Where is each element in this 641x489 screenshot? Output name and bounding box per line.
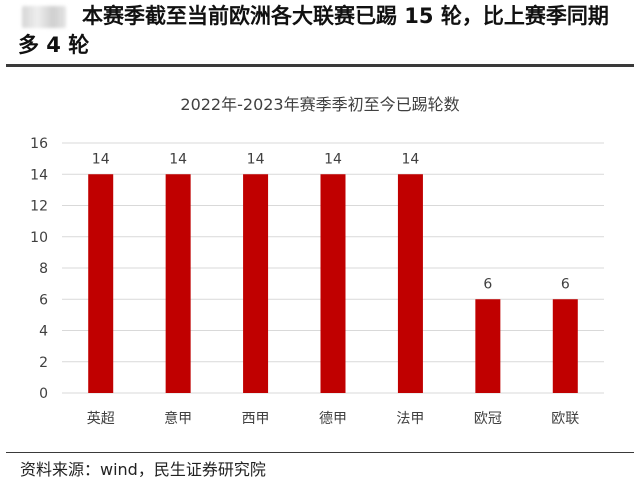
bar-data-label: 14 bbox=[247, 151, 265, 167]
bar bbox=[397, 174, 423, 393]
x-tick-label: 欧冠 bbox=[474, 411, 502, 427]
source-divider bbox=[6, 452, 634, 453]
data-labels: 14 14 14 14 14 6 6 bbox=[92, 151, 570, 292]
x-tick-label: 法甲 bbox=[396, 411, 424, 427]
bar-data-label: 6 bbox=[561, 276, 570, 292]
x-tick-label: 意甲 bbox=[164, 410, 192, 427]
x-axis-ticks: 英超 意甲 西甲 德甲 法甲 欧冠 欧联 bbox=[87, 410, 580, 427]
bar-data-label: 6 bbox=[483, 276, 492, 292]
bar bbox=[320, 174, 346, 393]
bar-data-label: 14 bbox=[402, 151, 420, 167]
x-tick-label: 德甲 bbox=[319, 411, 347, 427]
blurred-title-marker bbox=[22, 6, 66, 28]
figure-heading: 本赛季截至当前欧洲各大联赛已踢 15 轮，比上赛季同期多 4 轮 bbox=[0, 2, 641, 62]
y-tick-label: 10 bbox=[30, 230, 48, 246]
title-divider bbox=[6, 64, 634, 67]
figure-title: 本赛季截至当前欧洲各大联赛已踢 15 轮，比上赛季同期多 4 轮 bbox=[18, 4, 609, 57]
bar bbox=[552, 299, 578, 393]
y-tick-label: 12 bbox=[30, 199, 48, 215]
bar bbox=[88, 174, 114, 393]
y-tick-label: 14 bbox=[30, 167, 48, 183]
y-tick-label: 16 bbox=[30, 136, 48, 152]
y-tick-label: 2 bbox=[39, 355, 48, 371]
y-tick-label: 6 bbox=[39, 292, 48, 308]
bar-data-label: 14 bbox=[169, 151, 187, 167]
bar-data-label: 14 bbox=[92, 151, 110, 167]
y-axis-ticks: 0 2 4 6 8 10 12 14 16 bbox=[30, 136, 48, 402]
bar-chart: 2022年-2023年赛季季初至今已踢轮数 0 2 4 6 8 10 12 14 16 14 14… bbox=[0, 68, 641, 448]
x-tick-label: 欧联 bbox=[551, 411, 579, 427]
y-tick-label: 0 bbox=[39, 386, 48, 402]
x-tick-label: 英超 bbox=[87, 410, 115, 427]
y-tick-label: 4 bbox=[39, 324, 48, 340]
bar bbox=[243, 174, 269, 393]
bars bbox=[88, 174, 578, 393]
bar bbox=[165, 174, 191, 393]
y-tick-label: 8 bbox=[39, 261, 48, 277]
x-tick-label: 西甲 bbox=[242, 411, 270, 427]
bar bbox=[475, 299, 501, 393]
source-note: 资料来源：wind，民生证券研究院 bbox=[20, 460, 266, 479]
bar-data-label: 14 bbox=[324, 151, 342, 167]
chart-title: 2022年-2023年赛季季初至今已踢轮数 bbox=[180, 95, 459, 114]
